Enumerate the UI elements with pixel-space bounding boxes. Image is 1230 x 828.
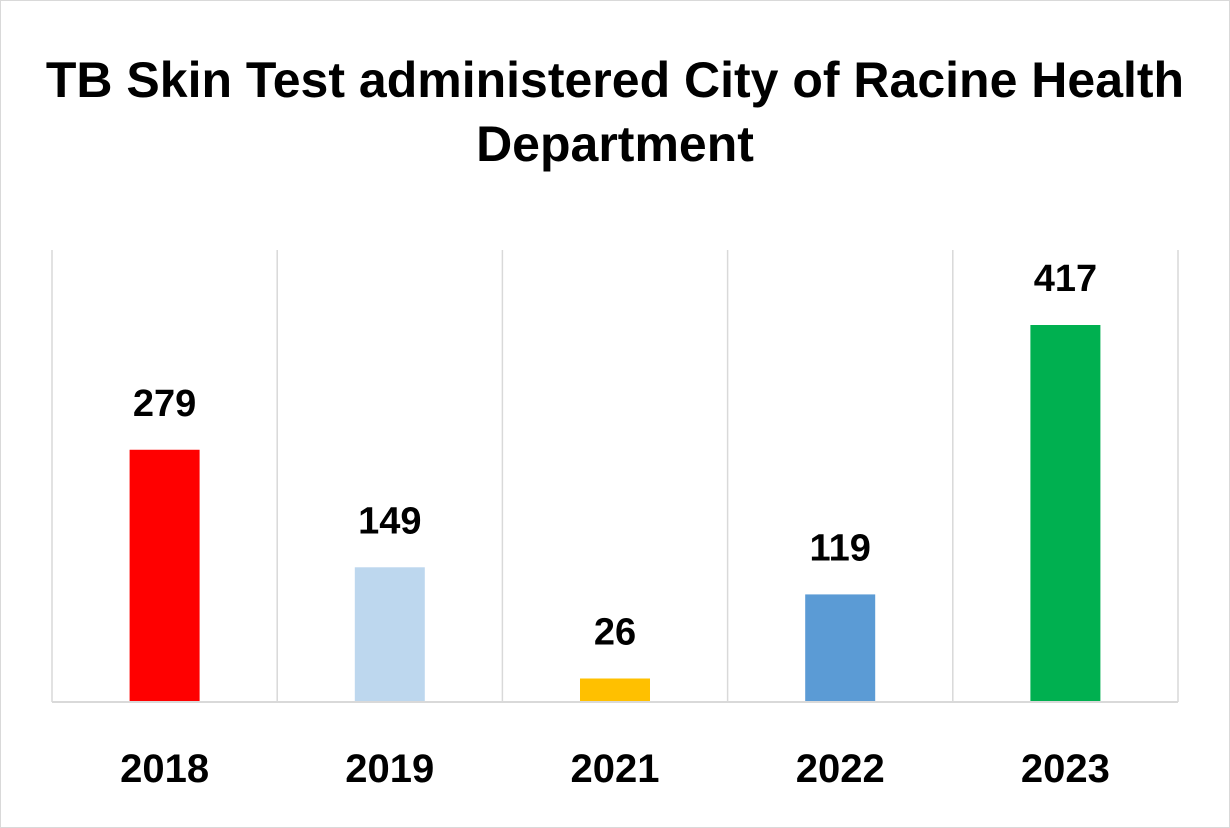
- x-tick-label-2022: 2022: [796, 747, 885, 791]
- x-tick-label-2019: 2019: [345, 747, 434, 791]
- bar-2018: [129, 449, 200, 702]
- gridlines: [51, 250, 1179, 702]
- data-label-2022: 119: [810, 527, 871, 569]
- x-axis-tick-labels: 2018 2019 2021 2022 2023: [120, 747, 1110, 791]
- x-tick-label-2021: 2021: [571, 747, 660, 791]
- x-tick-label-2018: 2018: [120, 747, 209, 791]
- data-label-2021: 26: [594, 611, 636, 653]
- x-tick-label-2023: 2023: [1021, 747, 1110, 791]
- bar-2023: [1030, 325, 1101, 702]
- bar-2019: [354, 567, 425, 702]
- chart-title: TB Skin Test administered City of Racine…: [45, 52, 1185, 172]
- bar-2022: [805, 594, 876, 702]
- data-labels: 279 149 26 119 417: [133, 258, 1097, 653]
- data-label-2018: 279: [133, 383, 196, 425]
- data-label-2019: 149: [358, 500, 421, 542]
- data-label-2023: 417: [1034, 258, 1097, 300]
- bars: [129, 325, 1101, 702]
- bar-2021: [580, 678, 650, 702]
